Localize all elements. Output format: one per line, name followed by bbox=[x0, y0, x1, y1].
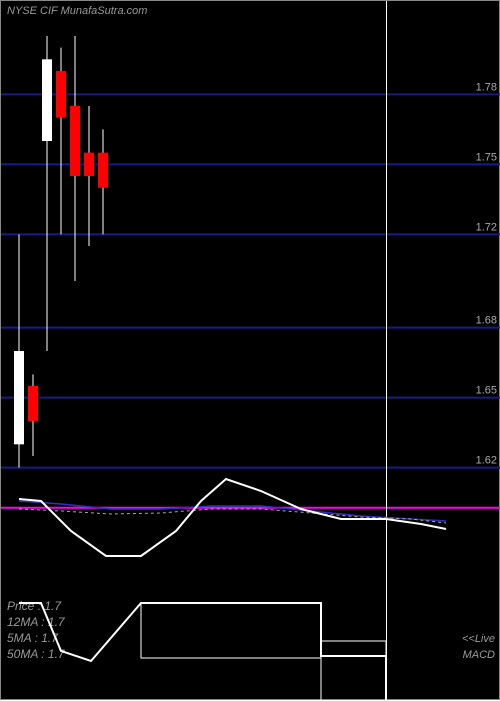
svg-text:1.62: 1.62 bbox=[476, 455, 497, 467]
price-info-value: : 1.7 bbox=[38, 599, 61, 613]
ma50-info: 50MA : 1.7 bbox=[7, 647, 65, 661]
svg-text:1.68: 1.68 bbox=[476, 315, 497, 327]
svg-text:1.75: 1.75 bbox=[476, 151, 497, 163]
stock-chart: NYSE CIF MunafaSutra.com 1.78 1.75 1.72 1.6… bbox=[0, 0, 500, 700]
ma12-info: 12MA : 1.7 bbox=[7, 615, 65, 629]
svg-text:1.65: 1.65 bbox=[476, 385, 497, 397]
indicator-panel: Price : 1.7 12MA : 1.7 5MA : 1.7 50MA : … bbox=[1, 559, 499, 699]
live-label: <<Live bbox=[462, 633, 495, 645]
chart-title: NYSE CIF MunafaSutra.com bbox=[7, 5, 147, 17]
price-svg: 1.78 1.75 1.72 1.68 1.65 1.62 bbox=[1, 1, 500, 561]
price-info: Price : 1.7 bbox=[7, 599, 61, 613]
svg-text:1.72: 1.72 bbox=[476, 221, 497, 233]
macd-label: MACD bbox=[463, 649, 495, 661]
ma5-info: 5MA : 1.7 bbox=[7, 631, 58, 645]
svg-text:1.78: 1.78 bbox=[476, 81, 497, 93]
price-panel: 1.78 1.75 1.72 1.68 1.65 1.62 bbox=[1, 1, 499, 561]
price-info-label: Price bbox=[7, 599, 34, 613]
